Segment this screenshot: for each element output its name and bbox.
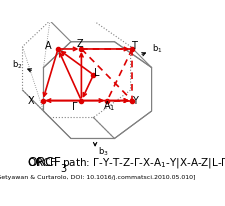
- Text: T: T: [131, 41, 137, 51]
- Text: A: A: [45, 41, 52, 51]
- Text: X: X: [28, 96, 35, 106]
- Text: b$_3$: b$_3$: [97, 145, 108, 158]
- Text: $\Gamma$: $\Gamma$: [71, 100, 79, 112]
- Text: b$_1$: b$_1$: [152, 43, 163, 55]
- Text: ORCF: ORCF: [27, 156, 61, 169]
- Text: b$_2$: b$_2$: [12, 59, 22, 71]
- Text: Y: Y: [133, 96, 138, 106]
- Text: Z: Z: [76, 39, 83, 49]
- Text: 3: 3: [61, 164, 67, 174]
- Text: A$_1$: A$_1$: [103, 99, 115, 113]
- Text: L: L: [94, 68, 99, 78]
- Text: [Setyawan & Curtarolo, DOI: 10.1016/j.commatsci.2010.05.010]: [Setyawan & Curtarolo, DOI: 10.1016/j.co…: [0, 175, 195, 180]
- Text: ORCF  path: $\Gamma$-Y-T-Z-$\Gamma$-X-A$_1$-Y|X-A-Z|L-$\Gamma$: ORCF path: $\Gamma$-Y-T-Z-$\Gamma$-X-A$_…: [27, 156, 225, 170]
